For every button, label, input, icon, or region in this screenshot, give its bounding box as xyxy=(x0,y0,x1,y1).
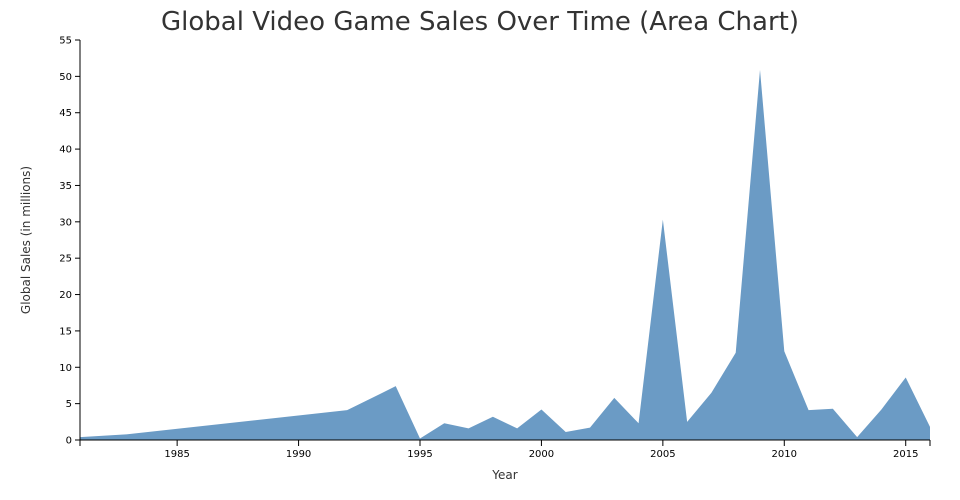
x-tick-label: 1995 xyxy=(407,449,432,460)
x-tick-label: 2015 xyxy=(893,449,918,460)
y-tick-label: 15 xyxy=(59,326,72,337)
y-tick-label: 35 xyxy=(59,181,72,192)
y-tick-label: 0 xyxy=(66,436,72,447)
y-tick-label: 25 xyxy=(59,254,72,265)
y-axis: 0 5 10 15 20 25 30 35 40 45 50 55 xyxy=(59,36,81,447)
y-tick-label: 50 xyxy=(59,72,72,83)
x-tick-label: 1985 xyxy=(164,449,189,460)
x-tick-label: 2010 xyxy=(772,449,797,460)
y-axis-title: Global Sales (in millions) xyxy=(19,166,33,314)
y-tick-label: 40 xyxy=(59,145,72,156)
y-tick-label: 5 xyxy=(66,399,72,410)
x-tick-label: 2005 xyxy=(650,449,675,460)
y-tick-label: 30 xyxy=(59,217,72,228)
y-tick-label: 55 xyxy=(59,36,72,47)
chart-title: Global Video Game Sales Over Time (Area … xyxy=(161,7,799,37)
y-tick-label: 20 xyxy=(59,290,72,301)
y-tick-label: 45 xyxy=(59,108,72,119)
series-area xyxy=(80,69,930,441)
x-axis: 1985 1990 1995 2000 2005 2010 2015 xyxy=(79,439,931,460)
x-tick-label: 1990 xyxy=(286,449,311,460)
x-tick-label: 2000 xyxy=(529,449,554,460)
x-axis-title: Year xyxy=(491,468,517,482)
y-tick-label: 10 xyxy=(59,363,72,374)
